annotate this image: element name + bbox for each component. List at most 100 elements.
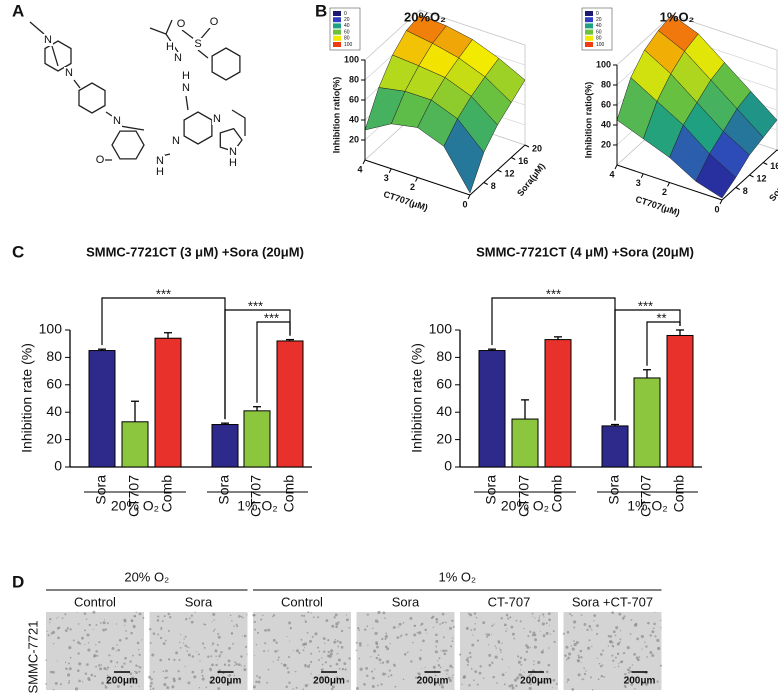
significance-label: *** [264,310,279,325]
cell [138,653,141,656]
cell [242,616,244,619]
cell [215,663,218,667]
cell [659,664,662,667]
chart-title: 20%O₂ [404,9,446,24]
cell [255,644,258,646]
cell [116,661,119,664]
cell [367,644,369,646]
cell [467,660,470,663]
cell [272,638,276,642]
cell [233,674,236,677]
z-tick-label: 100 [344,54,359,64]
cell [567,656,570,660]
cell [614,666,616,668]
cell [370,656,372,658]
cell [533,645,537,649]
cell [418,656,422,660]
cell [569,612,572,615]
cell [210,655,213,658]
cell [640,634,644,639]
cell [272,615,275,618]
cell [531,677,534,680]
cell [468,651,472,655]
cell [282,663,287,667]
atom-label: N [229,146,237,158]
cell [77,641,80,644]
cell [165,669,168,673]
cell [418,675,421,678]
cell [346,618,349,622]
cell [650,683,652,685]
cell [211,644,214,646]
cell [426,632,428,634]
cell [191,655,195,658]
cell [76,669,80,672]
cell [534,638,538,642]
cell [324,675,327,678]
cell [638,656,641,658]
atom-bg [155,166,165,178]
cell [136,641,140,645]
cell [573,642,577,647]
cell [102,628,106,632]
tick [749,174,754,178]
cell [201,677,205,681]
tick [763,162,768,165]
cell [252,685,256,689]
cell [61,617,64,619]
cell [366,625,369,627]
cell [469,656,472,659]
cell [463,675,467,679]
cell [175,651,179,655]
cell [590,628,592,630]
cell [633,652,636,656]
cell [68,662,71,665]
cell [308,639,312,643]
cell [607,645,610,647]
cell [465,658,469,662]
cell [117,648,120,652]
cell [394,685,397,688]
cell [523,671,525,673]
cell [459,653,462,656]
cell [596,657,598,659]
cell [452,625,455,628]
cell [134,681,137,685]
atom-label: H [182,70,190,82]
cell [577,673,581,677]
cell [510,625,514,629]
cell [149,642,152,644]
cell [435,646,438,648]
cell [612,659,615,662]
cell [59,683,62,686]
cell [184,635,187,638]
cell [238,614,241,618]
cell [168,613,170,616]
cell [552,687,554,689]
cell [307,665,310,668]
legend-swatch [333,11,341,16]
cell [552,678,556,682]
y-tick-label: 20 [436,430,452,446]
cell [621,617,625,620]
x-tick-label: CT707 [248,475,264,517]
cell [619,638,622,641]
cell [304,620,307,623]
cell [325,619,329,622]
cell [380,683,383,686]
cell [565,645,569,649]
legend-swatch [333,17,341,23]
cell [568,652,572,656]
cell [424,666,426,668]
cell [385,632,387,635]
cell [333,616,336,619]
cell [478,671,482,675]
cell [562,632,565,635]
scale-label: 200μm [624,676,656,687]
cell [210,670,212,672]
cell [447,676,451,680]
cell [450,645,453,648]
bar [243,410,271,468]
cell [437,664,441,667]
cell [366,613,369,616]
